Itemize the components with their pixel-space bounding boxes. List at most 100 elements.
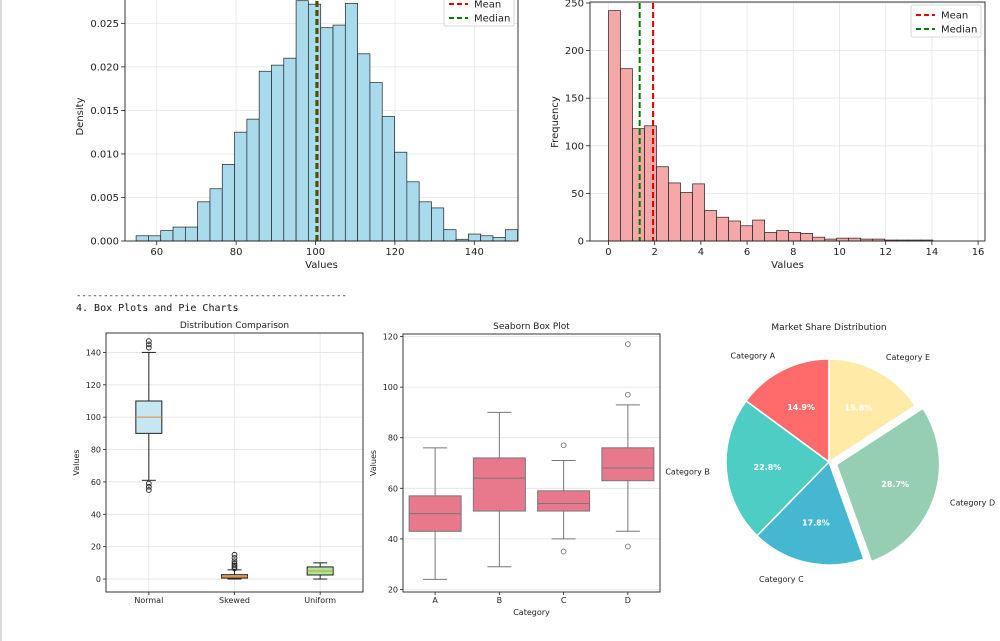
outlier-point: [231, 564, 238, 570]
legend-label-median: Median: [474, 14, 510, 25]
pie-slice-category-e: [828, 358, 917, 464]
outlier-point: [231, 551, 238, 558]
plot-frame: [402, 333, 661, 593]
y-tick-label: 120: [86, 381, 101, 390]
box-d: [601, 447, 655, 482]
x-tick-label: 100: [306, 247, 325, 258]
frequency-histogram-chart: 0 2 4 6 8 10 12 14 16 0 50 100 150 200 250 Values Freque…: [550, 0, 986, 271]
legend-label-mean: Mean: [941, 11, 968, 22]
outlier-point: [231, 558, 238, 565]
x-axis-label: Category: [513, 608, 550, 617]
y-tick-label: 60: [388, 484, 398, 493]
legend-label-median: Median: [941, 25, 977, 36]
outlier-point: [145, 487, 152, 493]
y-tick-label: 100: [565, 141, 584, 152]
pie-value-label: 22.8%: [754, 463, 782, 472]
outlier-point: [625, 543, 631, 550]
y-tick-label: 40: [388, 535, 398, 544]
y-tick-label: 40: [91, 510, 101, 519]
x-tick-label: D: [625, 596, 631, 605]
pie-category-label: Category B: [665, 468, 710, 477]
box-b: [472, 457, 526, 512]
y-axis-label: Density: [75, 97, 86, 135]
pie-value-label: 15.8%: [845, 404, 873, 413]
outlier-point: [231, 560, 238, 567]
x-tick-label: 6: [744, 247, 750, 258]
x-tick-label: 16: [972, 247, 985, 258]
pie-category-label: Category A: [731, 351, 776, 360]
pie-value-label: 17.8%: [802, 518, 830, 527]
outlier-point: [625, 391, 631, 398]
seaborn-box-plot-chart: 20 40 60 80 100 120 A B C D Seaborn Box Plot Values…: [369, 322, 661, 617]
y-tick-label: 60: [91, 478, 101, 487]
y-tick-label: 50: [571, 189, 584, 200]
outlier-point: [231, 562, 238, 569]
plot-frame: [124, 0, 519, 242]
pie-slice-category-d: [835, 407, 941, 563]
pie-slice-category-a: [745, 358, 830, 464]
pie-category-label: Category C: [759, 575, 804, 584]
x-tick-label: 140: [465, 247, 484, 258]
y-tick-label: 140: [86, 348, 101, 357]
chart-title: Seaborn Box Plot: [493, 322, 570, 332]
x-axis-label: Values: [305, 260, 338, 271]
y-tick-label: 200: [565, 46, 584, 57]
left-border: [0, 0, 2, 641]
y-tick-label: 120: [383, 333, 398, 342]
pie-category-label: Category D: [950, 499, 995, 508]
x-tick-label: Normal: [134, 596, 163, 605]
section-divider: ----------------------------------------…: [76, 291, 347, 301]
pie-category-label: Category E: [886, 353, 930, 362]
x-tick-label: Skewed: [219, 596, 250, 605]
outlier-point: [560, 442, 567, 449]
y-tick-label: 20: [388, 585, 398, 594]
y-tick-label: 100: [86, 413, 101, 422]
y-tick-label: 250: [565, 0, 584, 10]
density-histogram-chart: 60 80 100 120 140 0.000 0.005 0.010 0.015 0.020 0.…: [75, 0, 519, 271]
y-tick-label: 0: [96, 575, 101, 584]
x-axis-label: Values: [771, 260, 804, 271]
outlier-point: [145, 341, 152, 348]
x-tick-label: 8: [790, 247, 796, 258]
legend-label-mean: Mean: [474, 0, 501, 11]
y-tick-label: 100: [383, 383, 398, 392]
y-tick-label: 20: [91, 543, 101, 552]
y-axis-label: Frequency: [550, 96, 561, 148]
x-tick-label: A: [432, 596, 438, 605]
legend-box: [443, 0, 515, 27]
outlier-point: [625, 341, 631, 347]
outlier-point: [560, 548, 567, 555]
y-tick-label: 80: [388, 434, 398, 443]
x-tick-label: 12: [879, 247, 892, 258]
y-tick-label: 80: [91, 446, 101, 455]
chart-title: Market Share Distribution: [771, 323, 886, 333]
section-title: 4. Box Plots and Pie Charts: [76, 303, 239, 314]
y-tick-label: 0.010: [90, 149, 119, 160]
x-tick-label: 80: [230, 247, 243, 258]
x-tick-label: 120: [385, 247, 404, 258]
plot-frame: [589, 1, 986, 242]
box-c: [537, 490, 591, 512]
y-axis-label: Values: [369, 450, 378, 476]
x-tick-label: B: [497, 596, 503, 605]
y-tick-label: 0.000: [90, 237, 119, 248]
outlier-point: [231, 555, 238, 561]
y-tick-label: 0.025: [90, 19, 119, 30]
y-tick-label: 0.005: [90, 193, 119, 204]
x-tick-label: Uniform: [304, 596, 336, 605]
outlier-point: [145, 483, 152, 490]
pie-slice-category-b: [725, 399, 831, 537]
outlier-point: [145, 338, 152, 344]
pie-value-label: 28.7%: [881, 480, 909, 489]
outlier-point: [145, 344, 152, 351]
y-tick-label: 0.015: [90, 106, 119, 117]
y-tick-label: 0.020: [90, 62, 119, 73]
x-tick-label: 0: [605, 247, 611, 258]
x-tick-label: 14: [926, 247, 939, 258]
y-tick-label: 150: [565, 94, 584, 105]
pie-slice-category-c: [756, 460, 865, 566]
x-tick-label: 2: [651, 247, 657, 258]
x-tick-label: 10: [833, 247, 846, 258]
x-tick-label: 4: [698, 247, 704, 258]
